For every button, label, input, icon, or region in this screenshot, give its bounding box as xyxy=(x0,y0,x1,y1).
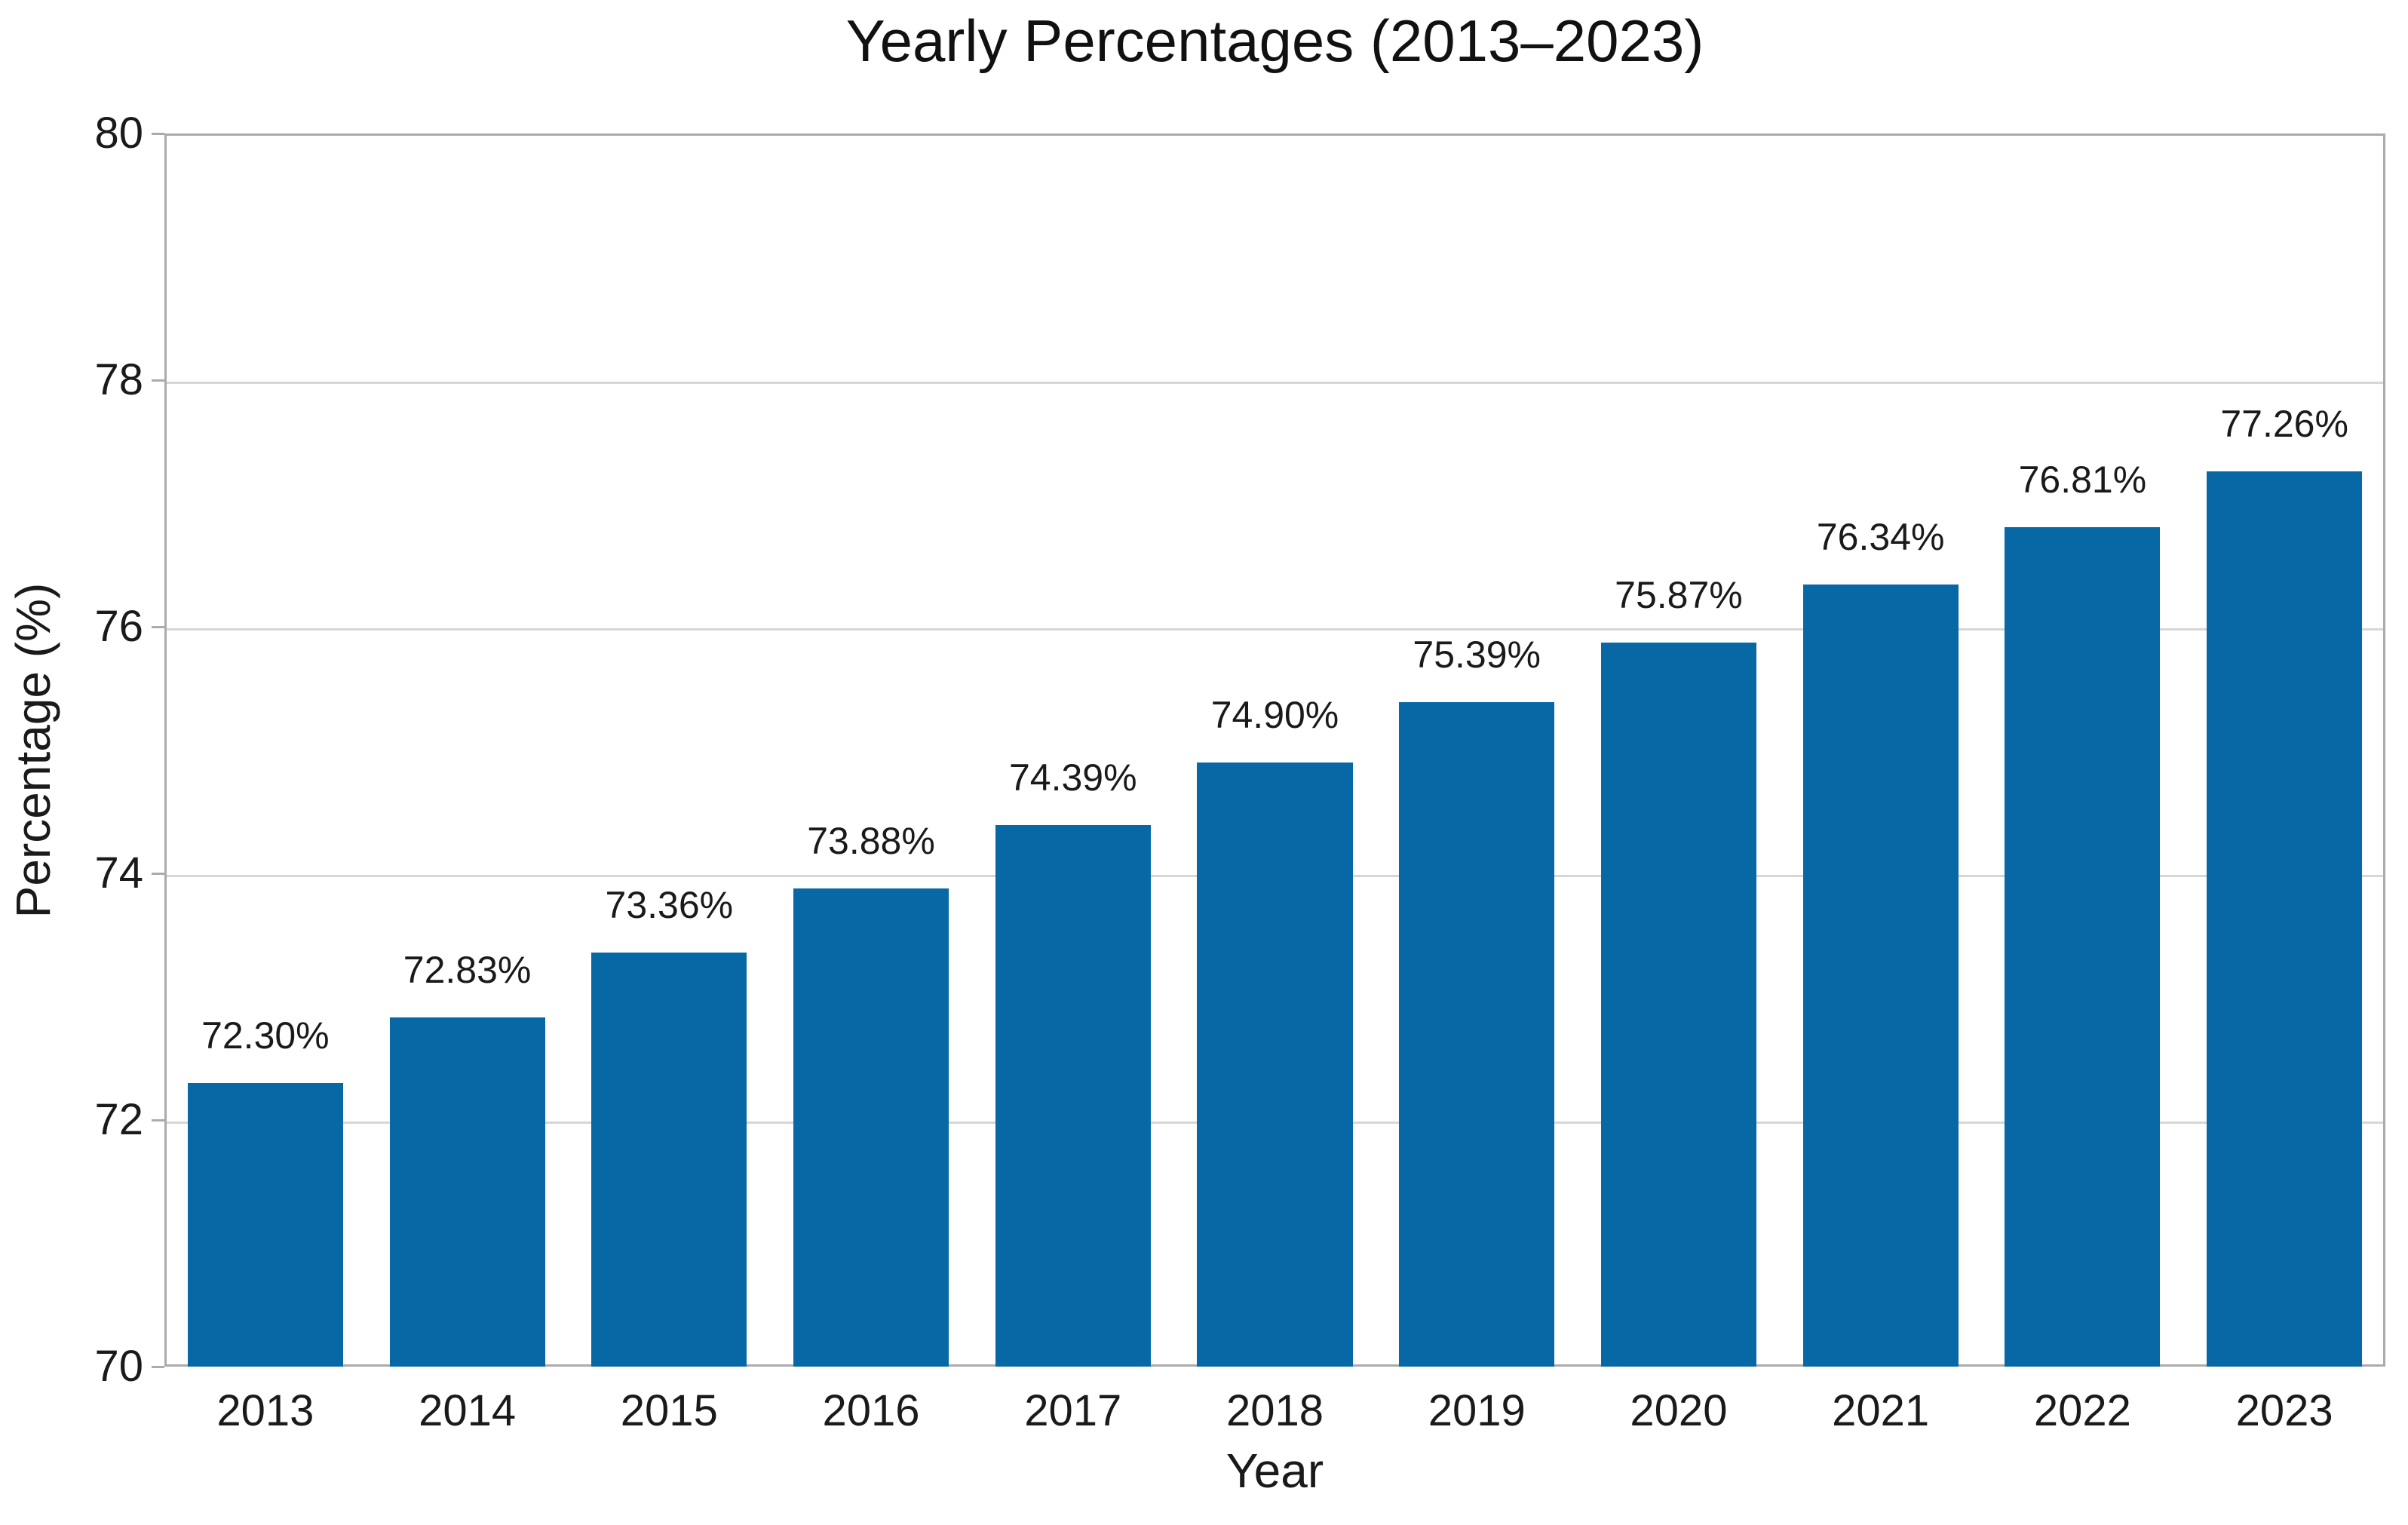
bar xyxy=(995,825,1151,1367)
y-tick-label: 80 xyxy=(94,109,143,158)
bar xyxy=(2207,471,2363,1367)
y-tick-label: 76 xyxy=(94,602,143,651)
bar-value-label: 77.26% xyxy=(2220,402,2348,445)
x-tick-label: 2017 xyxy=(1024,1386,1122,1435)
bar-value-label: 74.90% xyxy=(1210,693,1339,736)
bar xyxy=(389,1017,545,1367)
y-tick-label: 78 xyxy=(94,355,143,404)
bar-value-label: 72.83% xyxy=(403,949,532,992)
chart-title: Yearly Percentages (2013–2023) xyxy=(845,8,1704,74)
x-tick-label: 2022 xyxy=(2033,1386,2131,1435)
bar-value-label: 75.87% xyxy=(1615,574,1743,617)
x-axis-label: Year xyxy=(1225,1444,1324,1498)
bar xyxy=(1802,585,1959,1367)
y-tick-mark xyxy=(152,1118,164,1122)
x-tick-label: 2014 xyxy=(419,1386,517,1435)
x-tick-label: 2021 xyxy=(1832,1386,1930,1435)
bar-value-label: 72.30% xyxy=(201,1014,330,1057)
y-tick-mark xyxy=(152,379,164,382)
bar-value-label: 73.36% xyxy=(605,883,734,926)
x-tick-label: 2016 xyxy=(822,1386,920,1435)
bar xyxy=(2005,526,2161,1367)
y-tick-mark xyxy=(152,132,164,135)
bar-value-label: 76.81% xyxy=(2018,458,2147,501)
y-tick-label: 70 xyxy=(94,1342,143,1391)
bar-value-label: 74.39% xyxy=(1008,756,1137,799)
y-tick-mark xyxy=(152,625,164,628)
y-tick-mark xyxy=(152,1365,164,1368)
x-tick-label: 2013 xyxy=(216,1386,314,1435)
y-tick-label: 72 xyxy=(94,1095,143,1144)
bar xyxy=(1197,762,1353,1367)
bar xyxy=(591,952,747,1367)
x-tick-label: 2018 xyxy=(1225,1386,1324,1435)
bar xyxy=(1600,643,1757,1367)
x-tick-label: 2020 xyxy=(1630,1386,1728,1435)
bar-value-label: 76.34% xyxy=(1816,516,1945,559)
y-tick-mark xyxy=(152,872,164,875)
bar xyxy=(1399,701,1555,1367)
bar xyxy=(793,888,949,1367)
gridline xyxy=(167,381,2383,384)
x-tick-label: 2015 xyxy=(620,1386,718,1435)
x-tick-label: 2019 xyxy=(1428,1386,1526,1435)
x-tick-label: 2023 xyxy=(2235,1386,2333,1435)
bar-value-label: 75.39% xyxy=(1413,633,1541,676)
gridline xyxy=(167,627,2383,631)
bar-value-label: 73.88% xyxy=(807,819,935,862)
y-tick-label: 74 xyxy=(94,848,143,898)
bar xyxy=(187,1082,343,1367)
